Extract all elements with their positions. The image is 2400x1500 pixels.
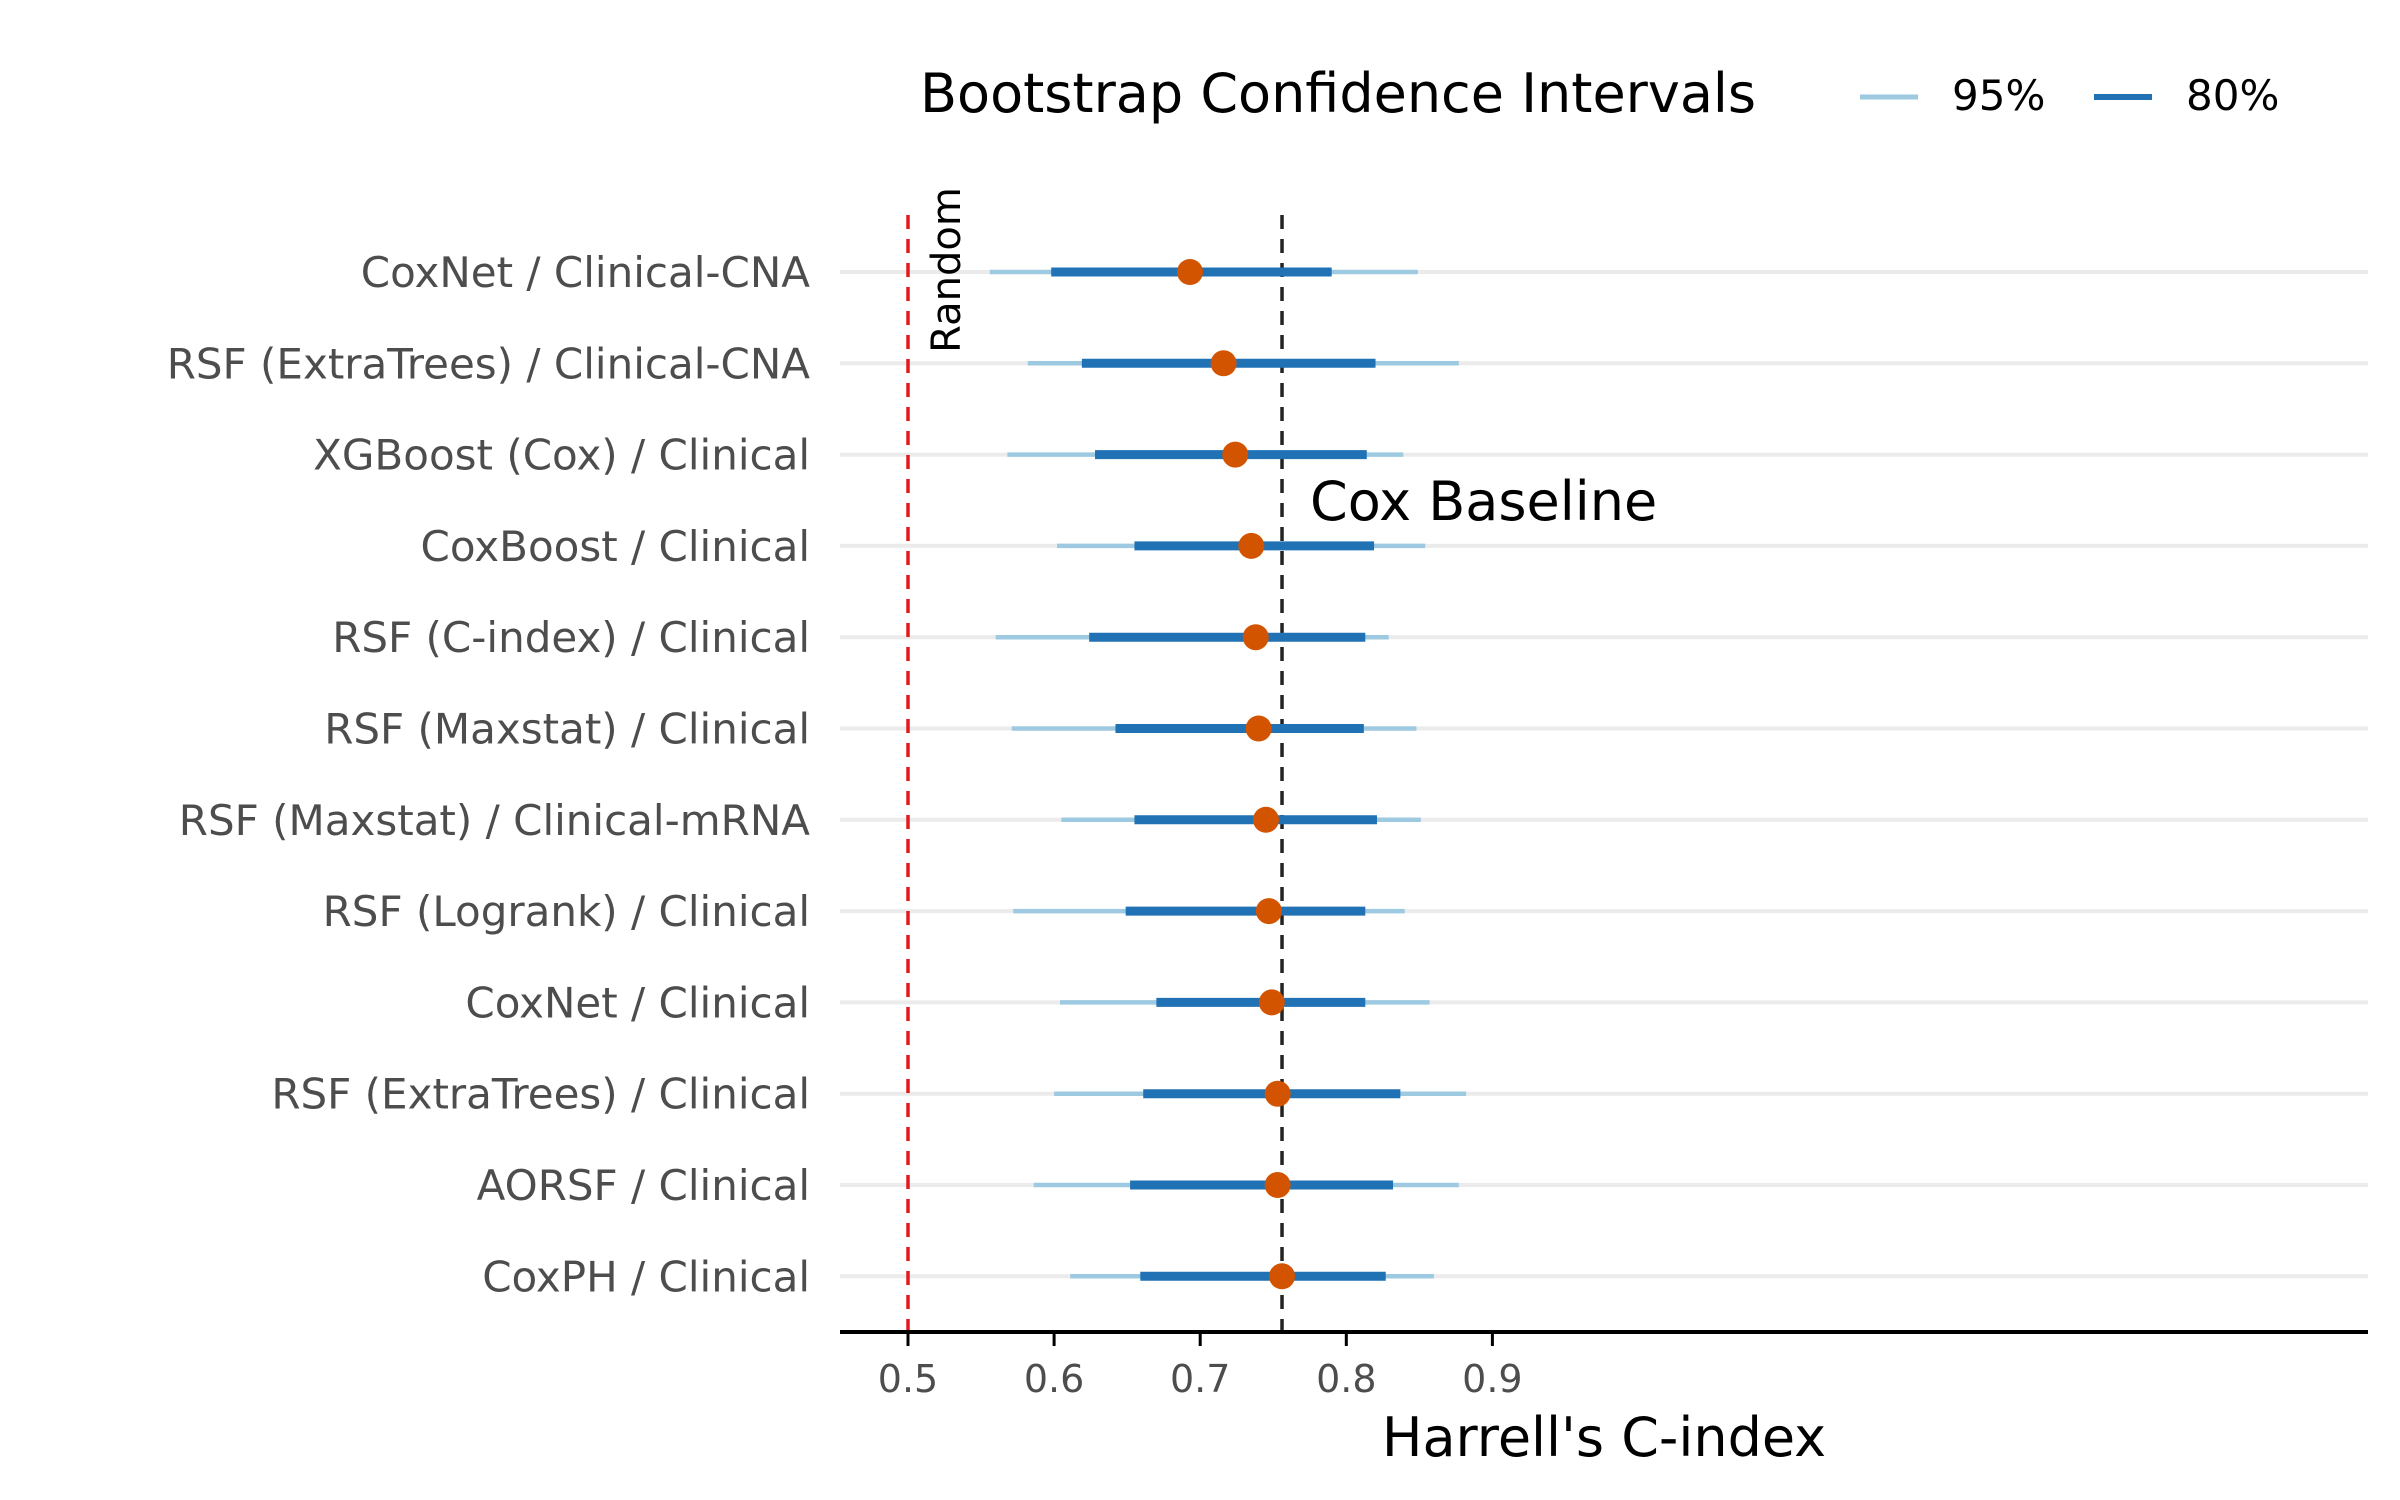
point-estimate bbox=[1269, 1263, 1296, 1290]
cox-baseline-annotation: Cox Baseline bbox=[1310, 470, 1657, 533]
legend-label-80: 80% bbox=[2186, 71, 2279, 120]
y-axis-label: RSF (ExtraTrees) / Clinical-CNA bbox=[167, 339, 811, 388]
point-estimate bbox=[1242, 624, 1269, 651]
x-axis-title: Harrell's C-index bbox=[1382, 1406, 1826, 1469]
point-estimate bbox=[1245, 715, 1272, 742]
x-tick-label: 0.5 bbox=[878, 1357, 938, 1401]
x-axis-ticks: 0.5 0.6 0.7 0.8 0.9 bbox=[878, 1332, 1523, 1401]
y-axis-label: CoxPH / Clinical bbox=[482, 1252, 810, 1301]
ci95-bars bbox=[989, 269, 1467, 1279]
point-estimate bbox=[1176, 259, 1203, 285]
point-estimate bbox=[1258, 989, 1285, 1016]
point-estimates bbox=[1176, 259, 1296, 1290]
y-axis-label: XGBoost (Cox) / Clinical bbox=[313, 431, 810, 480]
y-axis-label: RSF (ExtraTrees) / Clinical bbox=[271, 1070, 810, 1119]
point-estimate bbox=[1264, 1172, 1291, 1198]
x-tick-label: 0.9 bbox=[1462, 1357, 1522, 1401]
point-estimate bbox=[1264, 1080, 1291, 1107]
y-axis-label: CoxBoost / Clinical bbox=[421, 522, 810, 571]
y-axis-label: RSF (Maxstat) / Clinical bbox=[324, 705, 810, 754]
y-axis-label: RSF (Logrank) / Clinical bbox=[323, 887, 810, 936]
point-estimate bbox=[1222, 441, 1249, 468]
y-axis-label: RSF (Maxstat) / Clinical-mRNA bbox=[179, 796, 810, 845]
row-gridlines bbox=[840, 270, 2368, 1279]
point-estimate bbox=[1252, 806, 1279, 833]
y-axis-label: CoxNet / Clinical-CNA bbox=[361, 248, 811, 297]
legend-title: Bootstrap Confidence Intervals bbox=[920, 62, 1756, 125]
legend-label-95: 95% bbox=[1952, 71, 2045, 120]
x-tick-label: 0.8 bbox=[1316, 1357, 1376, 1401]
x-tick-label: 0.7 bbox=[1170, 1357, 1230, 1401]
point-estimate bbox=[1238, 532, 1265, 559]
y-axis-labels: CoxNet / Clinical-CNA RSF (ExtraTrees) / … bbox=[167, 248, 811, 1301]
y-axis-label: CoxNet / Clinical bbox=[465, 978, 810, 1027]
point-estimate bbox=[1210, 350, 1237, 377]
legend: Bootstrap Confidence Intervals 95% 80% bbox=[920, 62, 2279, 125]
y-axis-label: AORSF / Clinical bbox=[477, 1161, 810, 1210]
random-annotation: Random bbox=[924, 187, 970, 353]
x-tick-label: 0.6 bbox=[1024, 1357, 1084, 1401]
point-estimate bbox=[1255, 898, 1282, 925]
reference-lines bbox=[906, 215, 1284, 1330]
ci80-bars bbox=[1051, 267, 1401, 1281]
y-axis-label: RSF (C-index) / Clinical bbox=[332, 613, 810, 662]
